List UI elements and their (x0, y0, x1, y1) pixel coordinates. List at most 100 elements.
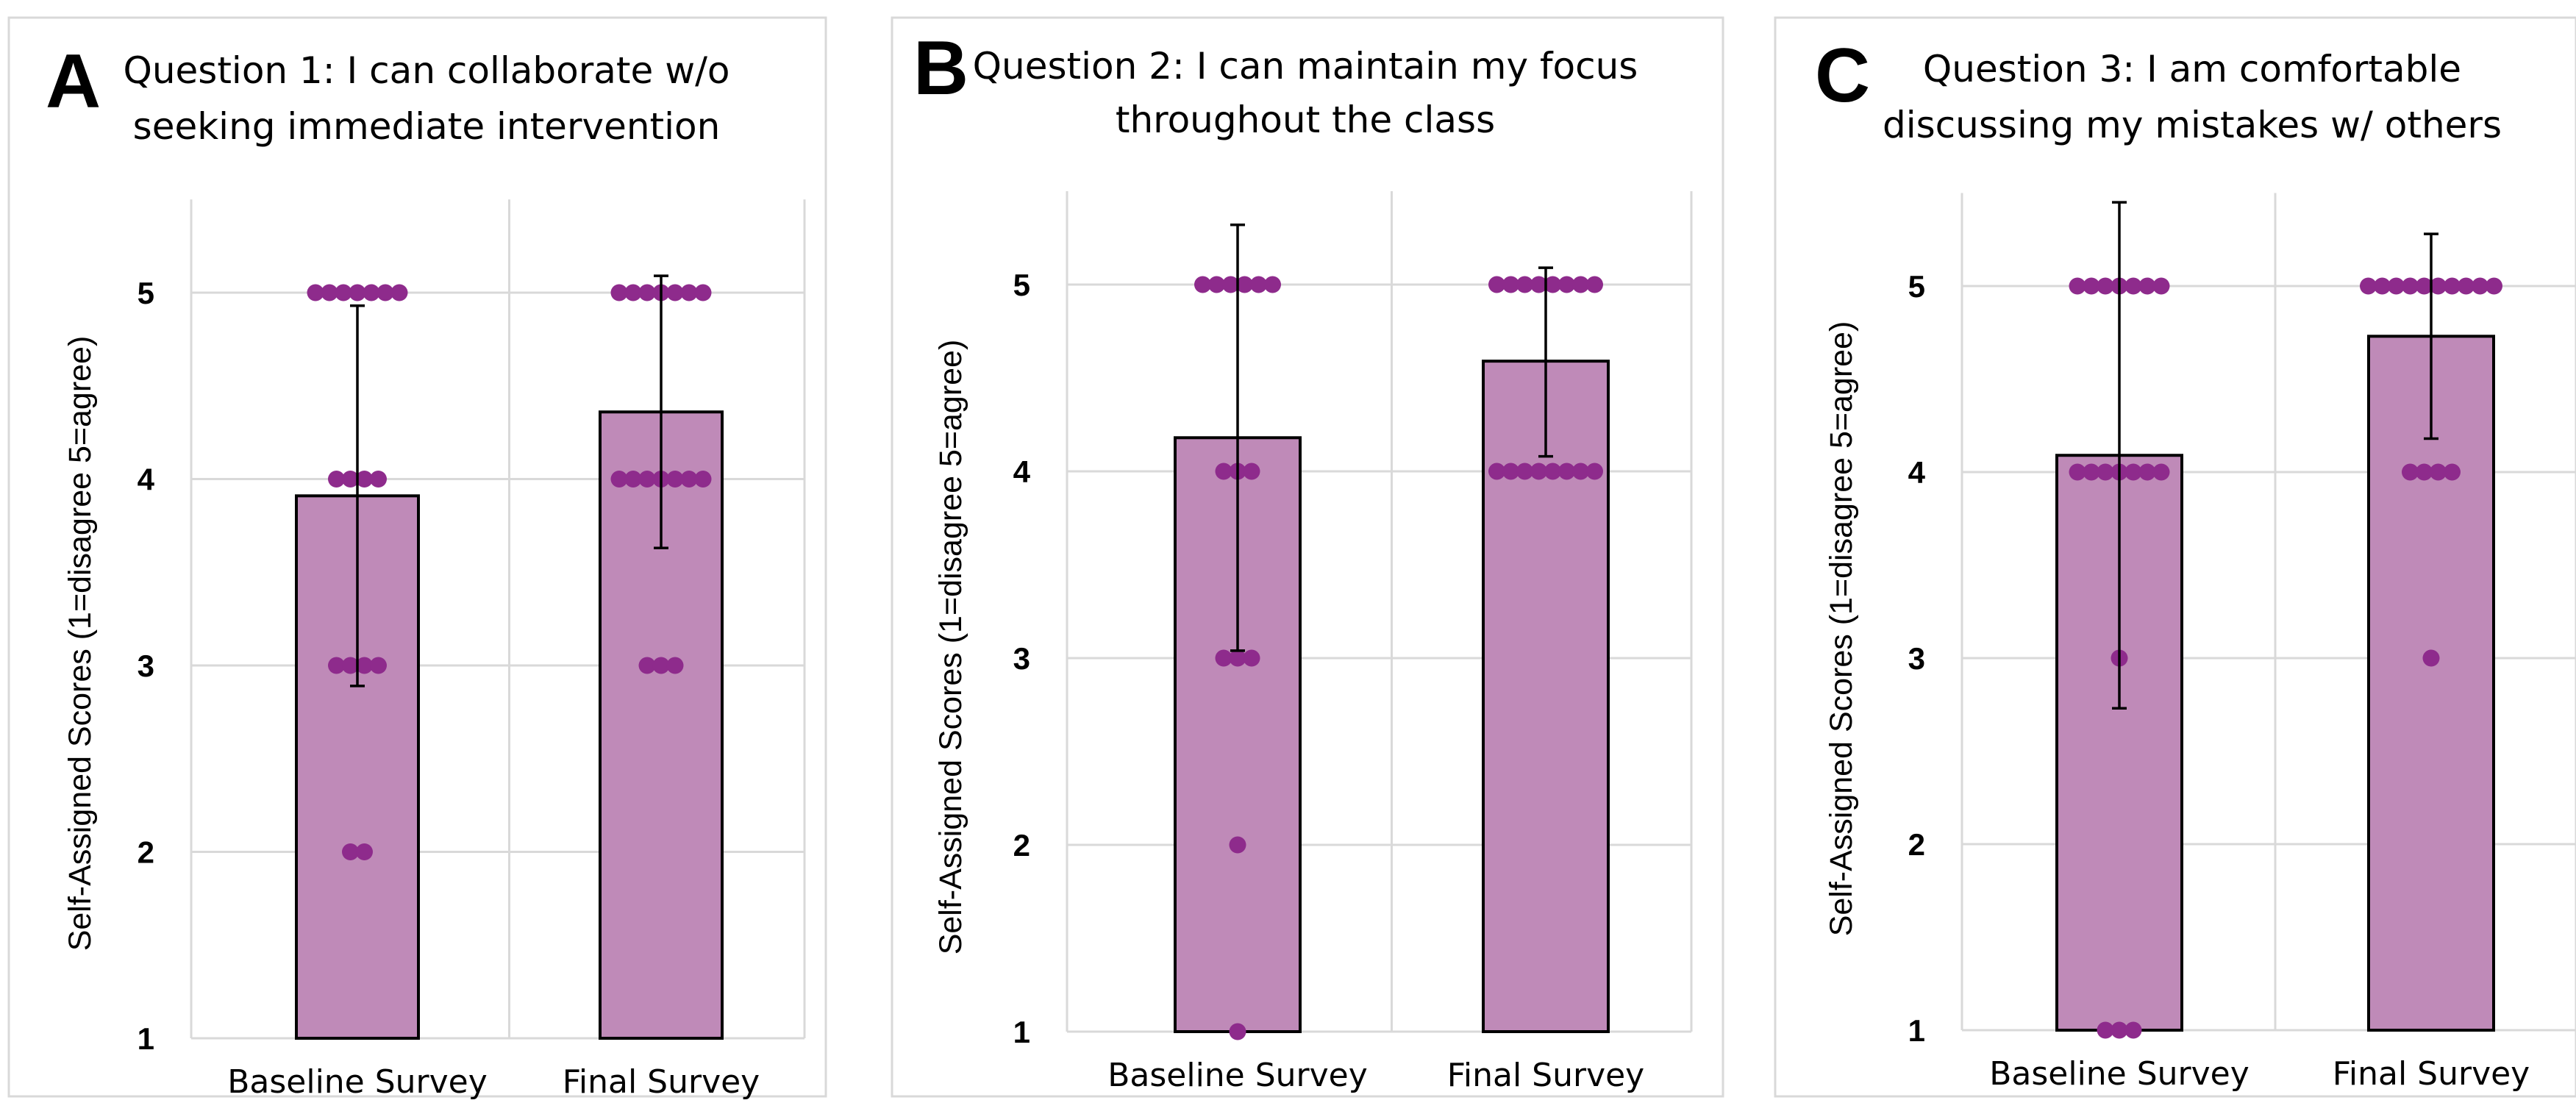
data-point (666, 284, 684, 301)
data-point (2444, 277, 2461, 295)
data-point (2388, 277, 2405, 295)
data-point (2152, 277, 2170, 295)
data-point (2083, 277, 2100, 295)
data-point (335, 284, 352, 301)
x-category-label: Baseline Survey (227, 1063, 488, 1101)
data-point (680, 471, 698, 488)
y-tick-label: 2 (138, 835, 154, 870)
data-point (2138, 463, 2156, 481)
data-point (356, 471, 373, 488)
chart-title-line: throughout the class (1116, 99, 1495, 141)
data-point (1229, 1023, 1246, 1040)
data-point (610, 284, 628, 301)
y-tick-label: 5 (1013, 268, 1030, 302)
data-point (1215, 649, 1232, 667)
y-tick-label: 3 (1908, 641, 1925, 676)
data-point (390, 284, 408, 301)
y-tick-label: 3 (138, 649, 154, 683)
data-point (2402, 463, 2419, 481)
data-point (694, 471, 712, 488)
data-point (2430, 277, 2447, 295)
data-point (666, 657, 684, 674)
y-tick-label: 2 (1908, 827, 1925, 862)
x-category-label: Final Survey (2333, 1055, 2530, 1093)
data-point (370, 657, 387, 674)
data-point (2422, 649, 2440, 667)
data-point (2111, 1021, 2128, 1039)
data-point (610, 471, 628, 488)
data-point (1264, 276, 1281, 293)
y-tick-label: 3 (1013, 641, 1030, 676)
panel-letter: B (913, 26, 968, 111)
chart-title-line: Question 2: I can maintain my focus (973, 45, 1638, 88)
chart-title-line: seeking immediate intervention (133, 105, 721, 148)
data-point (2152, 463, 2170, 481)
data-point (2458, 277, 2475, 295)
data-point (2444, 463, 2461, 481)
data-point (2097, 1021, 2114, 1039)
data-point (624, 471, 642, 488)
data-point (652, 657, 670, 674)
data-point (1558, 276, 1575, 293)
y-tick-label: 4 (138, 463, 155, 497)
data-point (1243, 649, 1260, 667)
y-tick-label: 5 (1908, 269, 1925, 304)
bar-final (1482, 360, 1610, 1033)
data-point (2083, 463, 2100, 481)
x-category-label: Final Survey (1447, 1057, 1644, 1094)
y-axis-label: Self-Assigned Scores (1=disagree 5=agree… (1824, 321, 1859, 937)
data-point (1586, 463, 1603, 480)
data-point (1502, 463, 1519, 480)
data-point (377, 284, 394, 301)
data-point (2374, 277, 2391, 295)
data-point (1215, 463, 1232, 480)
data-point (349, 284, 366, 301)
data-point (1502, 276, 1519, 293)
data-point (1530, 276, 1547, 293)
data-point (2472, 277, 2488, 295)
y-tick-label: 4 (1013, 454, 1031, 489)
panel-letter: C (1815, 33, 1870, 118)
y-tick-label: 1 (1908, 1013, 1925, 1048)
data-point (1572, 276, 1589, 293)
data-point (2416, 463, 2433, 481)
chart-title-line: Question 1: I can collaborate w/o (123, 49, 729, 92)
data-point (1229, 836, 1246, 854)
data-point (638, 471, 656, 488)
y-tick-label: 4 (1908, 455, 1926, 490)
data-point (321, 284, 338, 301)
y-axis-label: Self-Assigned Scores (1=disagree 5=agree… (63, 336, 98, 951)
data-point (680, 284, 698, 301)
data-point (1243, 463, 1260, 480)
data-point (2097, 463, 2114, 481)
x-category-label: Baseline Survey (1107, 1057, 1368, 1094)
data-point (638, 657, 656, 674)
data-point (2124, 277, 2142, 295)
x-category-label: Final Survey (563, 1063, 760, 1101)
y-tick-label: 2 (1013, 828, 1030, 863)
data-point (342, 471, 359, 488)
y-tick-label: 5 (138, 276, 154, 310)
data-point (2486, 277, 2502, 295)
y-tick-label: 1 (138, 1021, 154, 1056)
chart-panel-b: B Question 2: I can maintain my focus thro… (891, 16, 1724, 1098)
chart-title-line: Question 3: I am comfortable (1923, 48, 2461, 90)
data-point (370, 471, 387, 488)
bar-baseline (1174, 436, 1302, 1033)
chart-panel-c: C Question 3: I am comfortable discussing … (1774, 16, 2576, 1098)
data-point (2069, 463, 2086, 481)
data-point (694, 284, 712, 301)
data-point (1194, 276, 1211, 293)
data-point (2069, 277, 2086, 295)
data-point (1558, 463, 1575, 480)
data-point (328, 657, 345, 674)
data-point (1544, 276, 1561, 293)
data-point (1229, 649, 1246, 667)
data-point (363, 284, 380, 301)
data-point (1222, 276, 1239, 293)
bar-final (2367, 335, 2495, 1032)
data-point (356, 843, 373, 860)
data-point (1516, 463, 1533, 480)
data-point (342, 843, 359, 860)
data-point (1530, 463, 1547, 480)
